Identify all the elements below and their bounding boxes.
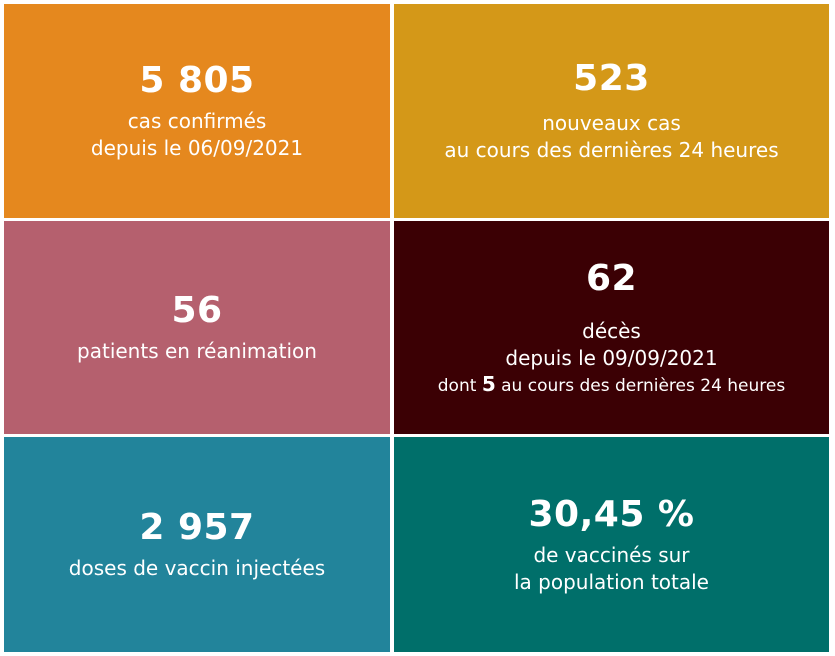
vaccinated-rate-label: de vaccinés sur [533, 542, 690, 567]
confirmed-cases-since: depuis le 06/09/2021 [90, 136, 304, 160]
vaccinated-rate-tile: 30,45 % de vaccinés sur la population to… [394, 437, 829, 652]
vaccine-doses-label: doses de vaccin injectées [68, 556, 326, 580]
deaths-last-24h-prefix: dont [437, 375, 477, 396]
deaths-last-24h: dont 5 au cours des dernières 24 heures [438, 372, 785, 398]
vaccine-doses-value: 2 957 [139, 507, 255, 548]
new-cases-label: nouveaux cas [542, 111, 681, 135]
new-cases-tile: 523 nouveaux cas au cours des dernières … [394, 4, 829, 218]
confirmed-cases-tile: 5 805 cas confirmés depuis le 06/09/2021 [4, 4, 390, 218]
deaths-last-24h-count: 5 [481, 371, 496, 396]
vaccinated-rate-value: 30,45 % [528, 493, 695, 535]
vaccinated-rate-population: la population totale [514, 569, 709, 594]
deaths-tile: 62 décès depuis le 09/09/2021 dont 5 au … [394, 221, 829, 434]
icu-patients-label: patients en réanimation [77, 339, 317, 363]
confirmed-cases-label: cas confirmés [127, 109, 267, 133]
new-cases-value: 523 [573, 58, 650, 99]
icu-patients-value: 56 [171, 290, 223, 331]
deaths-value: 62 [585, 257, 638, 299]
confirmed-cases-value: 5 805 [139, 60, 255, 101]
new-cases-period: au cours des dernières 24 heures [444, 138, 779, 162]
deaths-since: depuis le 09/09/2021 [505, 345, 718, 370]
vaccine-doses-tile: 2 957 doses de vaccin injectées [4, 437, 390, 652]
icu-patients-tile: 56 patients en réanimation [4, 221, 390, 434]
deaths-last-24h-suffix: au cours des dernières 24 heures [501, 375, 786, 396]
deaths-label: décès [582, 318, 641, 343]
